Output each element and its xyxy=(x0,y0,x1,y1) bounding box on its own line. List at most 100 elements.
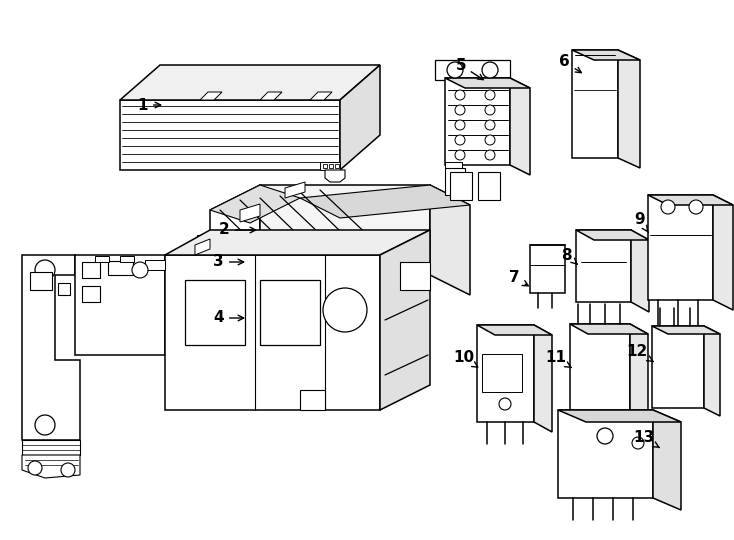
Polygon shape xyxy=(430,185,470,295)
Circle shape xyxy=(661,200,675,214)
Polygon shape xyxy=(240,204,260,222)
Bar xyxy=(82,262,100,278)
Polygon shape xyxy=(445,168,465,195)
Bar xyxy=(478,172,500,200)
Bar xyxy=(323,164,327,168)
Polygon shape xyxy=(445,78,530,88)
Bar xyxy=(185,280,245,345)
Circle shape xyxy=(455,150,465,160)
Polygon shape xyxy=(165,230,430,255)
Bar xyxy=(450,172,472,200)
Text: 9: 9 xyxy=(634,213,648,233)
Bar xyxy=(82,286,100,302)
Bar xyxy=(95,256,109,262)
Bar xyxy=(329,164,333,168)
Polygon shape xyxy=(22,255,80,440)
Text: 6: 6 xyxy=(559,55,581,73)
Circle shape xyxy=(632,437,644,449)
Circle shape xyxy=(499,398,511,410)
Polygon shape xyxy=(75,255,165,355)
Polygon shape xyxy=(558,410,681,422)
Polygon shape xyxy=(618,50,640,168)
Polygon shape xyxy=(631,230,649,312)
Circle shape xyxy=(482,62,498,78)
Circle shape xyxy=(323,288,367,332)
Text: 1: 1 xyxy=(137,98,161,112)
Text: 5: 5 xyxy=(455,57,484,80)
Polygon shape xyxy=(534,325,552,432)
Circle shape xyxy=(485,90,495,100)
Polygon shape xyxy=(120,65,380,100)
Polygon shape xyxy=(197,235,210,245)
Circle shape xyxy=(485,120,495,130)
Polygon shape xyxy=(558,410,653,498)
Bar xyxy=(335,164,339,168)
Polygon shape xyxy=(570,324,630,412)
Bar xyxy=(108,261,133,275)
Polygon shape xyxy=(380,230,430,410)
Circle shape xyxy=(455,90,465,100)
Polygon shape xyxy=(630,324,648,422)
Circle shape xyxy=(35,415,55,435)
Bar xyxy=(260,280,320,345)
Bar xyxy=(120,256,134,262)
Polygon shape xyxy=(22,455,80,478)
Text: 3: 3 xyxy=(214,254,244,269)
Circle shape xyxy=(447,62,463,78)
Polygon shape xyxy=(260,92,282,100)
Text: 12: 12 xyxy=(627,345,653,362)
Polygon shape xyxy=(653,410,681,510)
Circle shape xyxy=(35,260,55,280)
Bar xyxy=(400,262,430,290)
Polygon shape xyxy=(477,325,552,335)
Polygon shape xyxy=(445,78,510,165)
Text: 13: 13 xyxy=(633,430,659,448)
Polygon shape xyxy=(340,65,380,170)
Polygon shape xyxy=(648,195,733,205)
Polygon shape xyxy=(576,230,631,302)
Polygon shape xyxy=(325,170,345,182)
Polygon shape xyxy=(510,78,530,175)
Bar xyxy=(482,354,522,392)
Text: 8: 8 xyxy=(562,247,577,264)
Polygon shape xyxy=(530,245,565,293)
Polygon shape xyxy=(285,182,305,198)
Circle shape xyxy=(485,150,495,160)
Polygon shape xyxy=(260,185,430,275)
Circle shape xyxy=(689,200,703,214)
Circle shape xyxy=(132,262,148,278)
Text: 2: 2 xyxy=(219,222,255,238)
Bar xyxy=(58,283,70,295)
Polygon shape xyxy=(713,195,733,310)
Text: 7: 7 xyxy=(509,271,528,286)
Polygon shape xyxy=(648,195,713,300)
Polygon shape xyxy=(310,92,332,100)
Bar xyxy=(300,390,325,410)
Circle shape xyxy=(485,105,495,115)
Text: 11: 11 xyxy=(545,350,571,368)
Circle shape xyxy=(485,135,495,145)
Polygon shape xyxy=(704,326,720,416)
Polygon shape xyxy=(210,185,260,300)
Polygon shape xyxy=(652,326,704,408)
Text: 4: 4 xyxy=(214,310,244,326)
Circle shape xyxy=(455,135,465,145)
Polygon shape xyxy=(120,100,340,170)
Circle shape xyxy=(597,428,613,444)
Polygon shape xyxy=(652,326,720,334)
Polygon shape xyxy=(300,185,470,218)
Polygon shape xyxy=(165,255,380,410)
Text: 10: 10 xyxy=(453,350,478,367)
Circle shape xyxy=(455,120,465,130)
Polygon shape xyxy=(200,92,222,100)
Bar xyxy=(30,272,52,290)
Circle shape xyxy=(455,105,465,115)
Polygon shape xyxy=(145,260,165,270)
Polygon shape xyxy=(435,60,510,80)
Polygon shape xyxy=(320,162,340,170)
Polygon shape xyxy=(445,162,462,170)
Polygon shape xyxy=(477,325,534,422)
Polygon shape xyxy=(570,324,648,334)
Polygon shape xyxy=(576,230,649,240)
Polygon shape xyxy=(572,50,640,60)
